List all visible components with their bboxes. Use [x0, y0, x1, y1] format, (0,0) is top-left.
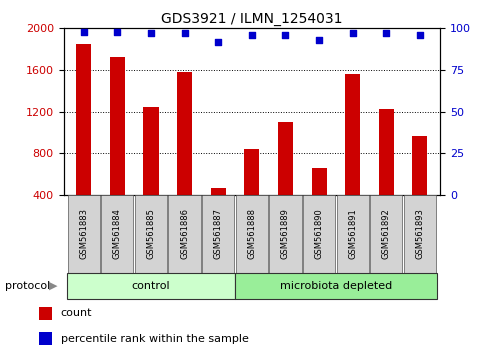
Point	[147, 30, 155, 36]
Text: GSM561885: GSM561885	[146, 208, 155, 259]
Text: GSM561892: GSM561892	[381, 208, 390, 259]
Bar	[244, 149, 259, 236]
Bar	[168, 195, 201, 273]
Bar	[336, 195, 368, 273]
Bar	[235, 195, 267, 273]
Bar	[110, 57, 124, 236]
Bar	[39, 307, 52, 320]
Text: GSM561888: GSM561888	[247, 208, 256, 259]
Bar	[403, 195, 435, 273]
Bar	[135, 195, 167, 273]
Bar	[311, 168, 326, 236]
Text: GSM561890: GSM561890	[314, 208, 323, 259]
Point	[247, 32, 255, 38]
Point	[180, 30, 188, 36]
Text: protocol: protocol	[5, 281, 50, 291]
Text: microbiota depleted: microbiota depleted	[279, 281, 391, 291]
Bar	[67, 273, 235, 299]
Bar	[202, 195, 234, 273]
Text: control: control	[131, 281, 170, 291]
Bar	[210, 188, 225, 236]
Title: GDS3921 / ILMN_1254031: GDS3921 / ILMN_1254031	[161, 12, 342, 26]
Bar	[76, 44, 91, 236]
Text: percentile rank within the sample: percentile rank within the sample	[61, 333, 248, 344]
Bar	[235, 273, 436, 299]
Bar	[143, 107, 158, 236]
Text: GSM561884: GSM561884	[113, 208, 122, 259]
Bar	[369, 195, 402, 273]
Text: GSM561887: GSM561887	[213, 208, 222, 259]
Text: GSM561893: GSM561893	[415, 208, 424, 259]
Text: GSM561883: GSM561883	[79, 208, 88, 259]
Point	[214, 39, 222, 45]
Point	[315, 37, 323, 43]
Text: ▶: ▶	[49, 281, 57, 291]
Bar	[303, 195, 335, 273]
Point	[113, 29, 121, 34]
Bar	[269, 195, 301, 273]
Point	[281, 32, 289, 38]
Bar	[378, 109, 393, 236]
Bar	[277, 122, 292, 236]
Text: GSM561886: GSM561886	[180, 208, 189, 259]
Bar	[101, 195, 133, 273]
Point	[415, 32, 423, 38]
Point	[80, 29, 87, 34]
Bar	[345, 74, 360, 236]
Text: count: count	[61, 308, 92, 318]
Text: GSM561889: GSM561889	[281, 208, 289, 259]
Point	[382, 30, 389, 36]
Bar	[67, 195, 100, 273]
Text: GSM561891: GSM561891	[347, 208, 356, 259]
Point	[348, 30, 356, 36]
Bar	[411, 136, 427, 236]
Bar	[177, 72, 192, 236]
Bar	[39, 332, 52, 345]
